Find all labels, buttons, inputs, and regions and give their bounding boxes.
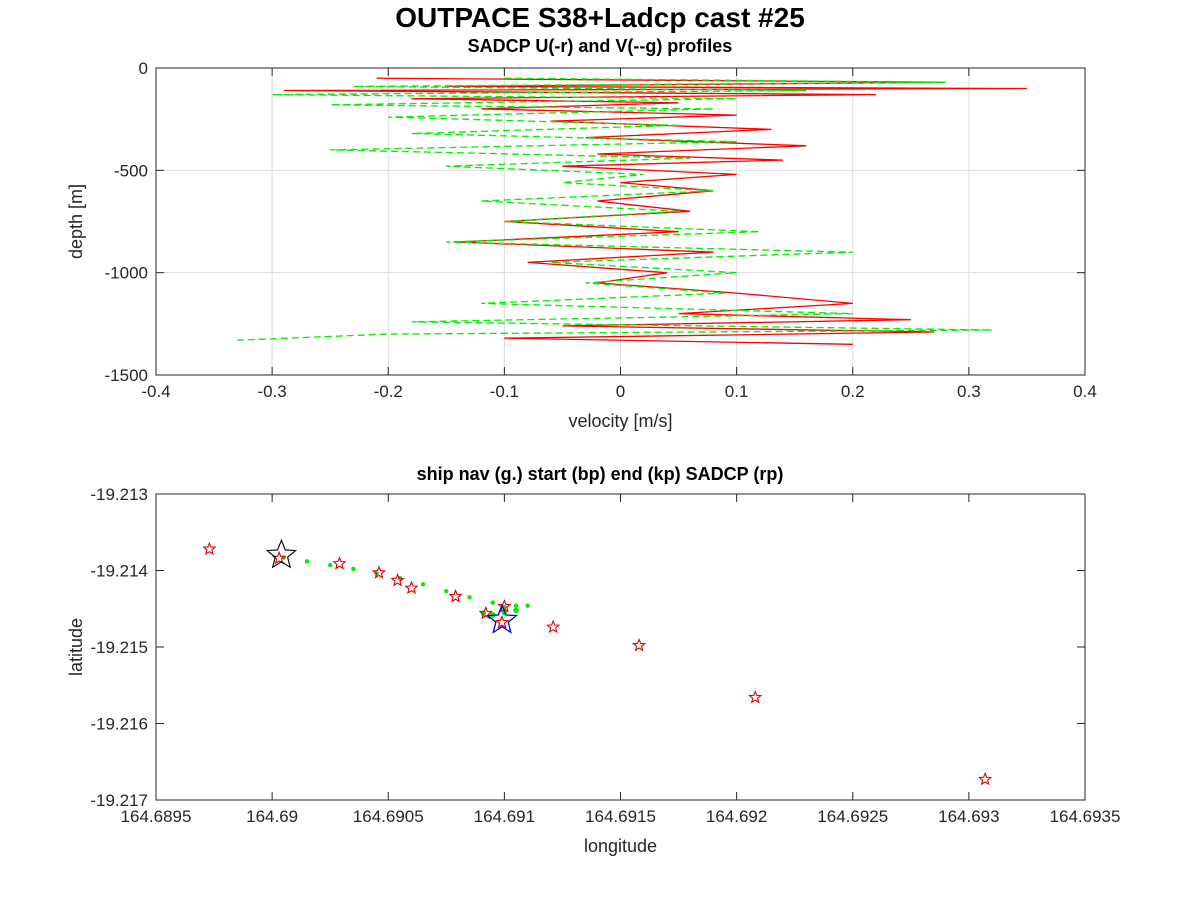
- ship-nav-point: [351, 566, 356, 572]
- sadcp-point-marker: [478, 605, 493, 620]
- nav-xlabel: longitude: [584, 836, 657, 856]
- profile-ytick-label: -1000: [105, 264, 148, 283]
- profile-xtick-label: 0.4: [1073, 382, 1097, 401]
- ship-nav-point: [444, 588, 449, 594]
- end-position-marker: [265, 538, 298, 569]
- nav-chart-title: ship nav (g.) start (bp) end (kp) SADCP …: [416, 464, 784, 484]
- profile-xtick-label: 0.1: [725, 382, 749, 401]
- nav-xtick-label: 164.6915: [585, 807, 656, 826]
- ship-nav-point: [513, 607, 519, 614]
- nav-xtick-label: 164.6925: [817, 807, 888, 826]
- profile-xtick-label: -0.3: [257, 382, 286, 401]
- profile-xtick-label: -0.1: [490, 382, 519, 401]
- nav-ylabel: latitude: [66, 618, 86, 676]
- sadcp-point-marker: [497, 598, 512, 613]
- sadcp-point-marker: [390, 572, 405, 587]
- sadcp-point-marker: [448, 589, 463, 603]
- ship-nav-point: [480, 610, 487, 617]
- nav-ytick-label: -19.216: [90, 715, 148, 734]
- sadcp-point-marker: [371, 565, 387, 579]
- sadcp-point-marker: [546, 619, 561, 634]
- nav-ytick-label: -19.213: [90, 485, 148, 504]
- nav-ytick-label: -19.217: [90, 791, 148, 810]
- ship-nav-point: [513, 603, 519, 608]
- profile-chart-title: SADCP U(-r) and V(--g) profiles: [467, 36, 733, 56]
- ship-nav-point: [304, 559, 310, 564]
- profile-ytick-label: -500: [114, 161, 148, 180]
- nav-xtick-label: 164.693: [938, 807, 999, 826]
- u-velocity-line: [283, 77, 1027, 345]
- nav-xtick-label: 164.691: [474, 807, 535, 826]
- profile-xtick-label: 0: [616, 382, 625, 401]
- nav-xtick-label: 164.6905: [353, 807, 424, 826]
- nav-xtick-label: 164.69: [246, 807, 298, 826]
- sadcp-point-marker: [977, 771, 993, 786]
- profile-xlabel: velocity [m/s]: [568, 411, 672, 431]
- start-position-marker: [486, 603, 519, 634]
- profile-xtick-label: -0.4: [141, 382, 170, 401]
- profile-ylabel: depth [m]: [66, 184, 86, 259]
- sadcp-point-marker: [332, 556, 347, 570]
- nav-axes-box: [155, 493, 1086, 801]
- sadcp-point-marker: [404, 580, 419, 595]
- sadcp-point-marker: [631, 637, 647, 652]
- figure-title: OUTPACE S38+Ladcp cast #25: [395, 2, 805, 33]
- nav-xtick-label: 164.692: [706, 807, 767, 826]
- profile-ytick-label: -1500: [105, 366, 148, 385]
- ship-nav-point: [490, 600, 495, 605]
- v-velocity-line: [237, 77, 993, 341]
- ship-nav-point: [525, 603, 530, 608]
- ship-nav-point: [467, 595, 472, 600]
- profile-xtick-label: 0.2: [841, 382, 865, 401]
- nav-ytick-label: -19.215: [90, 638, 148, 657]
- nav-xtick-label: 164.6935: [1050, 807, 1121, 826]
- nav-xtick-label: 164.6895: [121, 807, 192, 826]
- nav-ytick-label: -19.214: [90, 562, 148, 581]
- ship-nav-point: [327, 562, 333, 568]
- sadcp-point-marker: [748, 689, 763, 704]
- profile-ytick-label: 0: [139, 59, 148, 78]
- ship-nav-point: [420, 582, 426, 587]
- profile-xtick-label: -0.2: [374, 382, 403, 401]
- profile-xtick-label: 0.3: [957, 382, 981, 401]
- sadcp-point-marker: [202, 541, 217, 556]
- sadcp-point-marker: [494, 615, 510, 629]
